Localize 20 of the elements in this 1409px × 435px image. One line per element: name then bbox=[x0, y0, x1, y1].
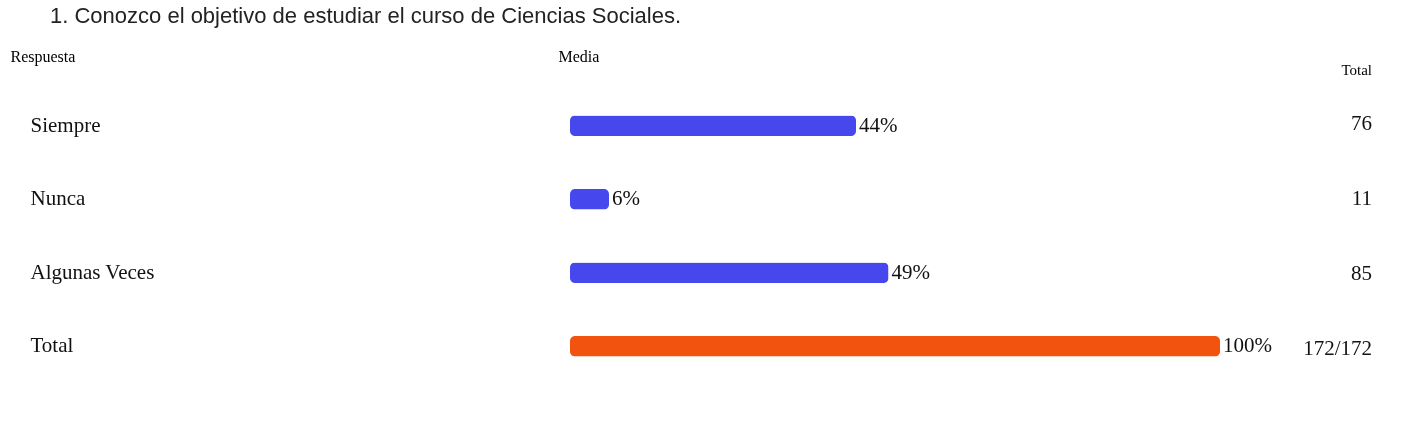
y-tick-label: Algunas Veces bbox=[30, 259, 155, 284]
data-label: 100% bbox=[1223, 333, 1272, 358]
text: Total bbox=[1341, 62, 1372, 78]
text: 11 bbox=[1351, 185, 1372, 210]
y-axis-title: Respuesta bbox=[10, 47, 76, 66]
text: 76 bbox=[1351, 110, 1372, 135]
bar bbox=[570, 188, 609, 210]
text: 85 bbox=[1351, 260, 1372, 285]
text: 1. Conozco el objetivo de estudiar el curso de Ciencias Sociales. bbox=[50, 3, 682, 28]
data-label: 49% bbox=[891, 259, 930, 284]
y-tick-label: Siempre bbox=[30, 112, 101, 137]
data-label: 6% bbox=[612, 186, 640, 211]
data-label: 44% bbox=[859, 112, 898, 137]
y-tick-label: Nunca bbox=[30, 186, 86, 211]
bar bbox=[570, 336, 1220, 357]
bar bbox=[570, 115, 856, 136]
bar bbox=[570, 262, 889, 284]
text: 172/172 bbox=[1303, 335, 1372, 360]
y-tick-label: Total bbox=[30, 333, 74, 358]
x-axis-title: Media bbox=[558, 47, 600, 65]
